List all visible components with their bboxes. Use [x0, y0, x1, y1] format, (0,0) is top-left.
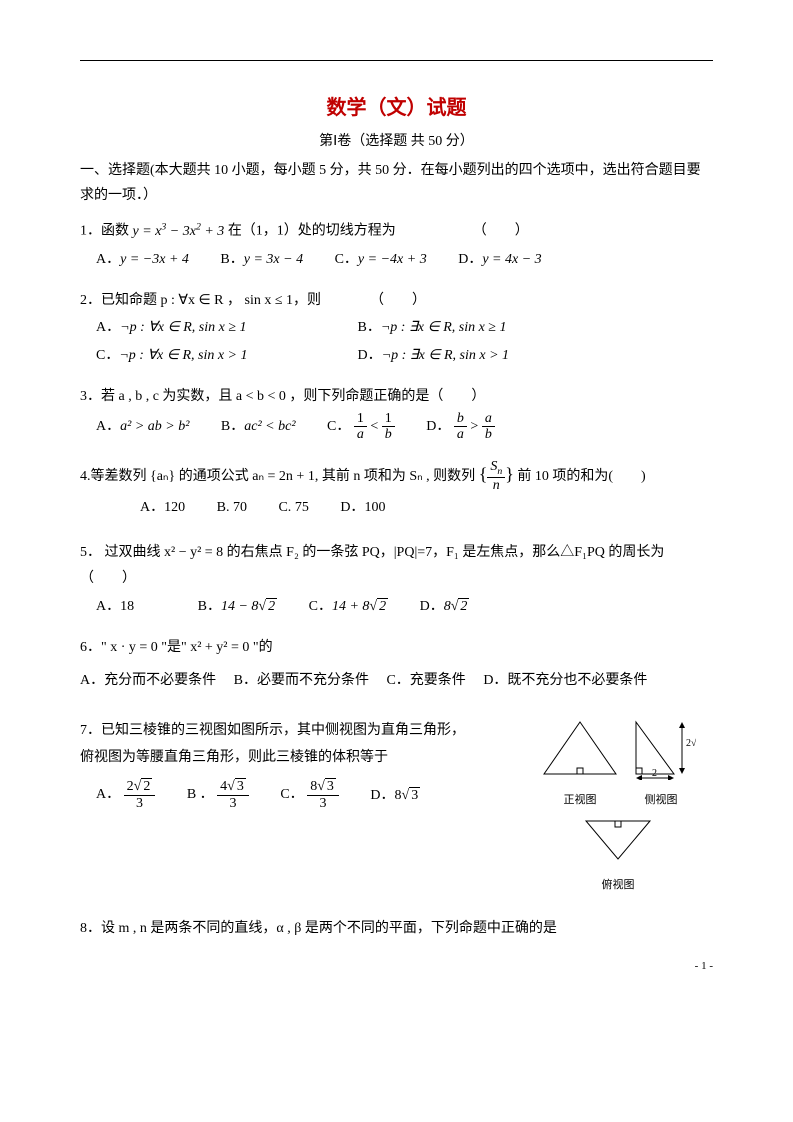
q4-opt-d: D．100: [340, 494, 385, 522]
question-3: 3．若 a , b , c 为实数，且 a < b < 0 ，则下列命题正确的是…: [80, 384, 713, 442]
q2-opt-a: A．¬p : ∀x ∈ R, sin x ≥ 1: [96, 314, 326, 342]
triangle-icon: [540, 718, 620, 780]
q1-stem-pre: 1．函数: [80, 224, 133, 239]
page-number: - 1 -: [695, 960, 713, 972]
q3-stem: 3．若 a , b , c 为实数，且 a < b < 0 ，则下列命题正确的是…: [80, 389, 485, 404]
q3-opt-b: B．ac² < bc²: [221, 413, 296, 441]
q7-opt-c: C． 8√33: [280, 779, 339, 811]
svg-text:2: 2: [652, 768, 657, 779]
q5-options: A．18 B．14 − 8√2 C．14 + 8√2 D．8√2: [80, 593, 713, 621]
q3-options: A．a² > ab > b² B．ac² < bc² C． 1a < 1b D．…: [80, 411, 713, 443]
right-triangle-icon: 2√3 2: [626, 718, 696, 780]
question-4: 4.等差数列 {aₙ} 的通项公式 aₙ = 2n + 1, 其前 n 项和为 …: [80, 457, 713, 522]
q5-stem: 5． 过双曲线 x² − y² = 8 的右焦点 F₂ 的一条弦 PQ，|PQ|…: [80, 545, 664, 587]
q4-options: A．120 B. 70 C. 75 D．100: [80, 494, 713, 522]
question-5: 5． 过双曲线 x² − y² = 8 的右焦点 F₂ 的一条弦 PQ，|PQ|…: [80, 540, 713, 621]
q8-stem: 8．设 m , n 是两条不同的直线，α , β 是两个不同的平面，下列命题中正…: [80, 921, 557, 936]
q7-opt-b: B ． 4√33: [187, 779, 249, 811]
q2-options: A．¬p : ∀x ∈ R, sin x ≥ 1 B．¬p : ∃x ∈ R, …: [80, 314, 713, 370]
q5-opt-c: C．14 + 8√2: [309, 593, 388, 621]
question-7: 7．已知三棱锥的三视图如图所示，其中侧视图为直角三角形， 俯视图为等腰直角三角形…: [80, 718, 713, 896]
q4-stem-pre: 4.等差数列 {aₙ} 的通项公式 aₙ = 2n + 1, 其前 n 项和为 …: [80, 469, 479, 484]
q6-opt-c: C．充要条件: [386, 673, 465, 688]
q2-opt-b: B．¬p : ∃x ∈ R, sin x ≥ 1: [358, 314, 588, 342]
q5-opt-a: A．18: [96, 593, 134, 621]
page: 数学（文）试题 第Ⅰ卷（选择题 共 50 分） 一、选择题(本大题共 10 小题…: [0, 0, 793, 996]
q7-options: A． 2√23 B ． 4√33 C． 8√33 D．8√3: [80, 779, 523, 811]
question-6: 6．" x · y = 0 "是" x² + y² = 0 "的 A．充分而不必…: [80, 635, 713, 694]
q1-opt-c: C．y = −4x + 3: [335, 246, 427, 274]
section-intro: 一、选择题(本大题共 10 小题，每小题 5 分，共 50 分．在每小题列出的四…: [80, 158, 713, 208]
q5-opt-b: B．14 − 8√2: [198, 593, 277, 621]
q2-stem: 2．已知命题 p : ∀x ∈ R ， sin x ≤ 1，则 （ ）: [80, 293, 426, 308]
top-view-label: 俯视图: [523, 875, 713, 896]
q3-opt-a: A．a² > ab > b²: [96, 413, 189, 441]
q1-opt-b: B．y = 3x − 4: [220, 246, 303, 274]
q7-opt-a: A． 2√23: [96, 779, 155, 811]
top-rule: [80, 60, 713, 61]
q1-opt-d: D．y = 4x − 3: [458, 246, 541, 274]
q7-line2: 俯视图为等腰直角三角形，则此三棱锥的体积等于: [80, 745, 523, 772]
down-triangle-icon: [578, 815, 658, 865]
q4-stem-post: 前 10 项的和为( ): [517, 469, 645, 484]
front-view-label: 正视图: [540, 790, 620, 811]
question-1: 1．函数 y = x3 − 3x2 + 3 在（1，1）处的切线方程为 （ ） …: [80, 218, 713, 273]
q2-opt-d: D．¬p : ∃x ∈ R, sin x > 1: [358, 342, 588, 370]
q1-formula: y = x3 − 3x2 + 3: [133, 224, 225, 239]
subtitle: 第Ⅰ卷（选择题 共 50 分）: [80, 130, 713, 150]
q4-opt-c: C. 75: [278, 494, 308, 522]
q7-opt-d: D．8√3: [370, 782, 420, 810]
q2-opt-c: C．¬p : ∀x ∈ R, sin x > 1: [96, 342, 326, 370]
question-8: 8．设 m , n 是两条不同的直线，α , β 是两个不同的平面，下列命题中正…: [80, 916, 713, 943]
q1-opt-a: A．y = −3x + 4: [96, 246, 189, 274]
q6-stem: 6．" x · y = 0 "是" x² + y² = 0 "的: [80, 640, 273, 655]
svg-text:2√3: 2√3: [686, 738, 696, 749]
question-2: 2．已知命题 p : ∀x ∈ R ， sin x ≤ 1，则 （ ） A．¬p…: [80, 288, 713, 371]
q6-opt-b: B．必要而不充分条件: [234, 673, 369, 688]
q4-opt-b: B. 70: [217, 494, 247, 522]
q7-line1: 7．已知三棱锥的三视图如图所示，其中侧视图为直角三角形，: [80, 718, 523, 745]
q1-options: A．y = −3x + 4 B．y = 3x − 4 C．y = −4x + 3…: [80, 246, 713, 274]
q6-opt-a: A．充分而不必要条件: [80, 673, 216, 688]
q1-stem-post: 在（1，1）处的切线方程为 （ ）: [228, 224, 529, 239]
page-title: 数学（文）试题: [80, 91, 713, 120]
q6-options: A．充分而不必要条件 B．必要而不充分条件 C．充要条件 D．既不充分也不必要条…: [80, 668, 713, 695]
q7-text: 7．已知三棱锥的三视图如图所示，其中侧视图为直角三角形， 俯视图为等腰直角三角形…: [80, 718, 523, 811]
q7-figure: 正视图 2√3: [523, 718, 713, 896]
q3-opt-d: D． ba > ab: [426, 411, 495, 443]
q3-opt-c: C． 1a < 1b: [327, 411, 395, 443]
q4-frac: {: [479, 464, 488, 484]
side-view-label: 侧视图: [626, 790, 696, 811]
top-view: 俯视图: [523, 815, 713, 896]
q4-opt-a: A．120: [140, 494, 185, 522]
side-view: 2√3 2 侧视图: [626, 718, 696, 811]
front-view: 正视图: [540, 718, 620, 811]
q6-opt-d: D．既不充分也不必要条件: [483, 673, 647, 688]
q5-opt-d: D．8√2: [420, 593, 470, 621]
